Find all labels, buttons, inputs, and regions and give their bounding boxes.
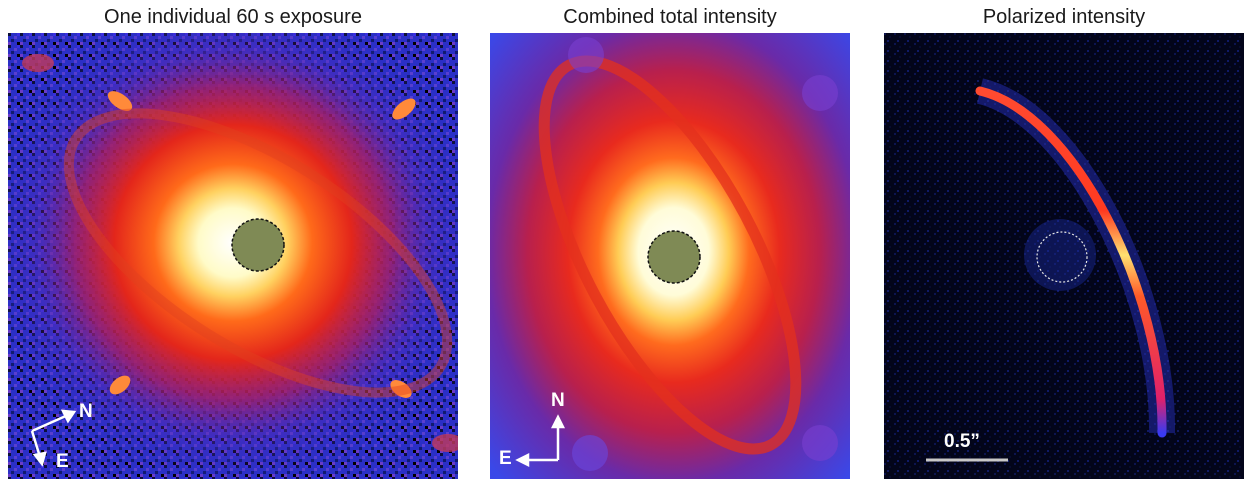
satellite-spot xyxy=(22,54,54,72)
coronagraph-mask xyxy=(1036,231,1088,283)
satellite-spot xyxy=(390,380,412,398)
satellite-spot xyxy=(107,91,133,111)
compass-arrows xyxy=(30,409,77,467)
compass-north-label: N xyxy=(79,401,93,422)
satellite-spot xyxy=(109,375,131,395)
panel-title-total-intensity: Combined total intensity xyxy=(563,6,777,28)
scale-bar-label: 0.5” xyxy=(944,431,980,452)
disk-ring xyxy=(63,108,453,398)
image-panel-polarized-intensity: 0.5” xyxy=(884,33,1244,479)
coronagraph-mask xyxy=(231,218,285,272)
compass-arrows xyxy=(515,414,566,468)
compass-north-label: N xyxy=(551,390,565,411)
satellite-spot xyxy=(392,98,416,120)
panel-title-single-exposure: One individual 60 s exposure xyxy=(104,6,362,28)
compass-east-label: E xyxy=(499,448,512,469)
image-panel-total-intensity: N E xyxy=(490,33,850,479)
disk-arc xyxy=(975,86,1167,438)
image-panel-single-exposure: N E xyxy=(8,33,458,479)
panel-title-polarized-intensity: Polarized intensity xyxy=(982,6,1146,28)
disk-ring xyxy=(538,55,802,455)
satellite-spot xyxy=(432,434,458,452)
coronagraph-mask xyxy=(647,230,701,284)
compass-east-label: E xyxy=(56,451,69,472)
noise-background xyxy=(884,33,1244,479)
